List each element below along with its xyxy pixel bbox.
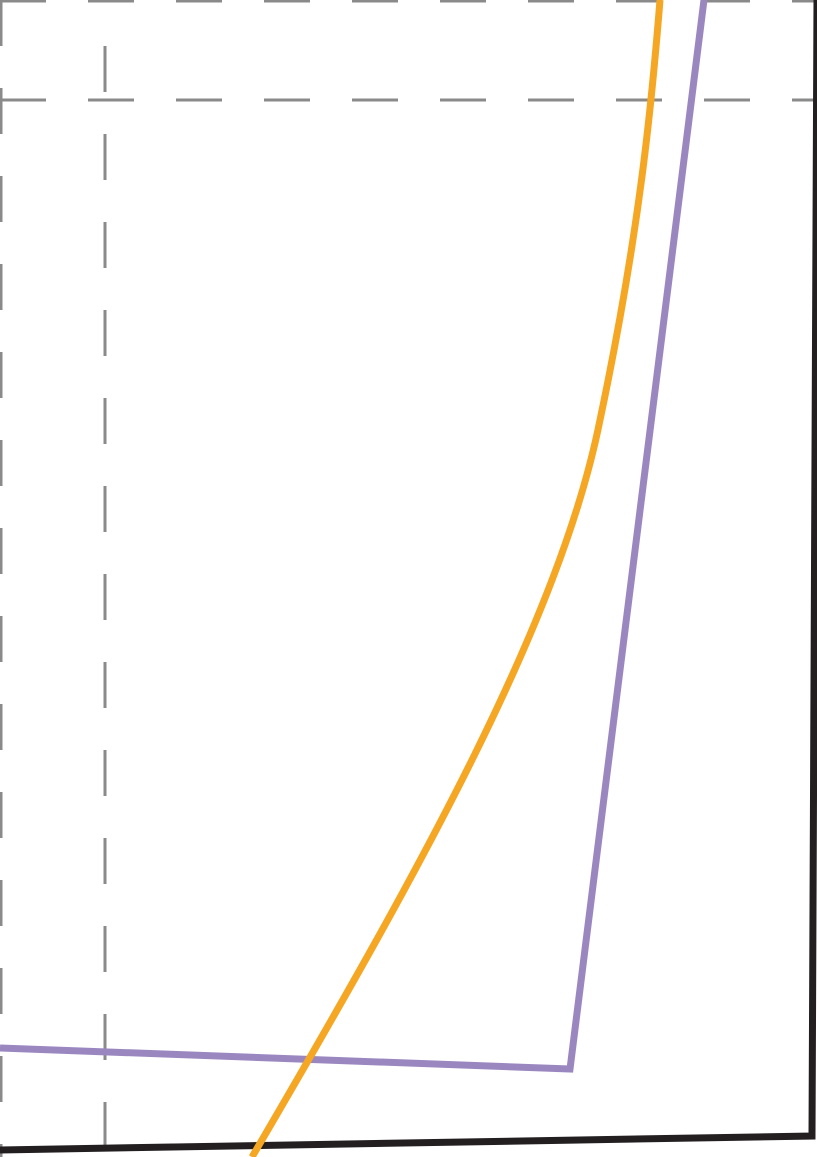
orange-curve [248,0,664,1157]
purple-polyline [0,0,708,1073]
